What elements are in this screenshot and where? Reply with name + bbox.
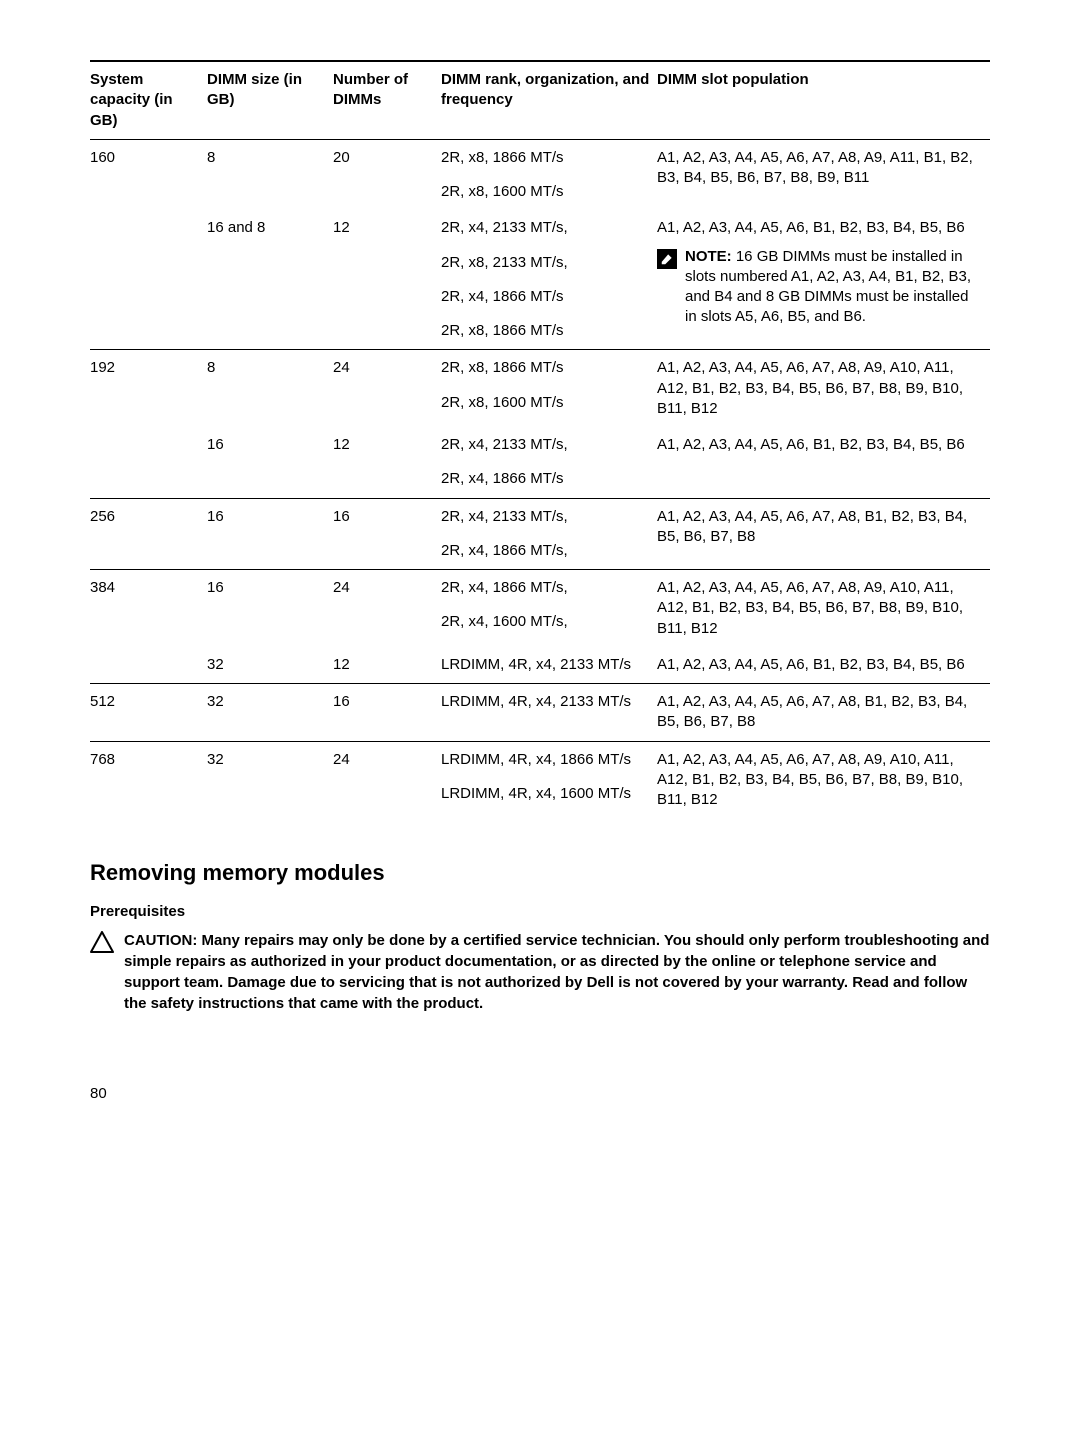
cell-frequency: 2R, x4, 2133 MT/s,2R, x4, 1866 MT/s, (441, 498, 657, 570)
cell-num-dimms: 24 (333, 350, 441, 427)
cell-frequency: LRDIMM, 4R, x4, 2133 MT/s (441, 647, 657, 684)
col-dimm-size: DIMM size (in GB) (207, 61, 333, 139)
cell-system-capacity: 384 (90, 570, 207, 647)
cell-dimm-size: 16 (207, 570, 333, 647)
cell-system-capacity: 256 (90, 498, 207, 570)
note-text: NOTE: 16 GB DIMMs must be installed in s… (685, 247, 984, 328)
col-num-dimms: Number of DIMMs (333, 61, 441, 139)
cell-num-dimms: 12 (333, 427, 441, 498)
cell-dimm-size: 16 (207, 498, 333, 570)
col-slot-pop: DIMM slot population (657, 61, 990, 139)
col-system-capacity: System capacity (in GB) (90, 61, 207, 139)
caution-text: CAUTION: Many repairs may only be done b… (124, 930, 990, 1014)
cell-dimm-size: 16 and 8 (207, 210, 333, 350)
cell-slot-population: A1, A2, A3, A4, A5, A6, B1, B2, B3, B4, … (657, 647, 990, 684)
cell-num-dimms: 24 (333, 741, 441, 818)
cell-system-capacity: 192 (90, 350, 207, 427)
cell-dimm-size: 32 (207, 684, 333, 742)
cell-num-dimms: 12 (333, 647, 441, 684)
cell-slot-population: A1, A2, A3, A4, A5, A6, B1, B2, B3, B4, … (657, 427, 990, 498)
table-row: 38416242R, x4, 1866 MT/s,2R, x4, 1600 MT… (90, 570, 990, 647)
cell-slot-population: A1, A2, A3, A4, A5, A6, A7, A8, A9, A11,… (657, 139, 990, 210)
cell-system-capacity: 768 (90, 741, 207, 818)
cell-dimm-size: 8 (207, 139, 333, 210)
page-number: 80 (90, 1084, 990, 1104)
table-row: 7683224LRDIMM, 4R, x4, 1866 MT/sLRDIMM, … (90, 741, 990, 818)
note-icon (657, 249, 677, 269)
cell-system-capacity: 160 (90, 139, 207, 210)
cell-slot-population: A1, A2, A3, A4, A5, A6, A7, A8, A9, A10,… (657, 350, 990, 427)
cell-frequency: 2R, x8, 1866 MT/s2R, x8, 1600 MT/s (441, 139, 657, 210)
cell-num-dimms: 12 (333, 210, 441, 350)
cell-system-capacity: 512 (90, 684, 207, 742)
caution-block: CAUTION: Many repairs may only be done b… (90, 930, 990, 1014)
cell-frequency: 2R, x4, 2133 MT/s,2R, x4, 1866 MT/s (441, 427, 657, 498)
cell-dimm-size: 32 (207, 647, 333, 684)
cell-frequency: LRDIMM, 4R, x4, 2133 MT/s (441, 684, 657, 742)
note-block: NOTE: 16 GB DIMMs must be installed in s… (657, 247, 984, 328)
cell-dimm-size: 32 (207, 741, 333, 818)
table-row: 3212LRDIMM, 4R, x4, 2133 MT/sA1, A2, A3,… (90, 647, 990, 684)
cell-frequency: 2R, x4, 2133 MT/s,2R, x8, 2133 MT/s,2R, … (441, 210, 657, 350)
cell-system-capacity (90, 647, 207, 684)
cell-num-dimms: 24 (333, 570, 441, 647)
table-row: 16 and 8122R, x4, 2133 MT/s,2R, x8, 2133… (90, 210, 990, 350)
cell-dimm-size: 16 (207, 427, 333, 498)
table-row: 5123216LRDIMM, 4R, x4, 2133 MT/sA1, A2, … (90, 684, 990, 742)
cell-slot-population: A1, A2, A3, A4, A5, A6, A7, A8, B1, B2, … (657, 684, 990, 742)
table-row: 1928242R, x8, 1866 MT/s2R, x8, 1600 MT/s… (90, 350, 990, 427)
cell-slot-population: A1, A2, A3, A4, A5, A6, A7, A8, A9, A10,… (657, 570, 990, 647)
table-row: 1608202R, x8, 1866 MT/s2R, x8, 1600 MT/s… (90, 139, 990, 210)
cell-slot-population: A1, A2, A3, A4, A5, A6, A7, A8, B1, B2, … (657, 498, 990, 570)
cell-num-dimms: 20 (333, 139, 441, 210)
cell-system-capacity (90, 427, 207, 498)
cell-slot-population: A1, A2, A3, A4, A5, A6, B1, B2, B3, B4, … (657, 210, 990, 350)
cell-num-dimms: 16 (333, 684, 441, 742)
cell-dimm-size: 8 (207, 350, 333, 427)
table-row: 16122R, x4, 2133 MT/s,2R, x4, 1866 MT/sA… (90, 427, 990, 498)
col-dimm-rank: DIMM rank, organization, and frequency (441, 61, 657, 139)
prerequisites-heading: Prerequisites (90, 902, 990, 922)
cell-frequency: 2R, x8, 1866 MT/s2R, x8, 1600 MT/s (441, 350, 657, 427)
cell-frequency: LRDIMM, 4R, x4, 1866 MT/sLRDIMM, 4R, x4,… (441, 741, 657, 818)
dimm-config-table: System capacity (in GB) DIMM size (in GB… (90, 60, 990, 818)
table-row: 25616162R, x4, 2133 MT/s,2R, x4, 1866 MT… (90, 498, 990, 570)
cell-system-capacity (90, 210, 207, 350)
cell-slot-population: A1, A2, A3, A4, A5, A6, A7, A8, A9, A10,… (657, 741, 990, 818)
section-heading: Removing memory modules (90, 858, 990, 888)
caution-icon (90, 931, 114, 1014)
cell-num-dimms: 16 (333, 498, 441, 570)
cell-frequency: 2R, x4, 1866 MT/s,2R, x4, 1600 MT/s, (441, 570, 657, 647)
